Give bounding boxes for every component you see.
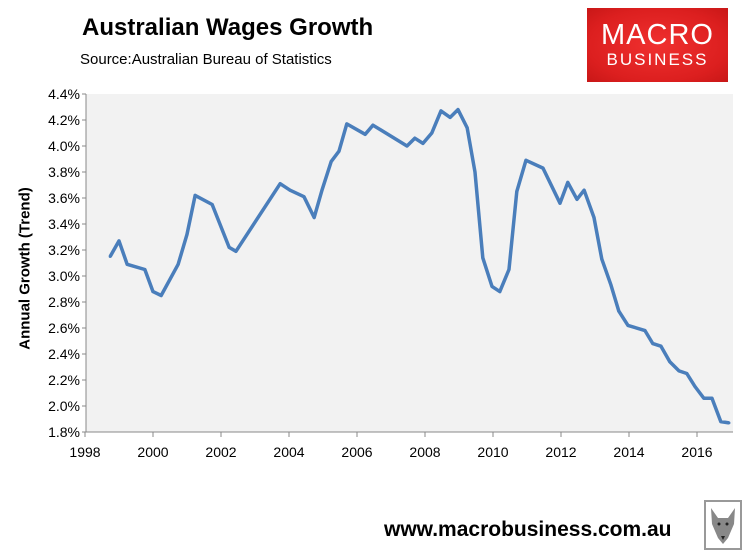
data-point [575, 197, 579, 201]
data-point [125, 262, 129, 266]
data-point [710, 396, 714, 400]
data-point [465, 126, 469, 130]
data-point [302, 195, 306, 199]
data-point [320, 188, 324, 192]
y-tick-label: 2.6% [48, 320, 80, 336]
data-point [659, 344, 663, 348]
data-point [677, 369, 681, 373]
x-tick-label: 2008 [409, 444, 440, 460]
data-point [727, 421, 731, 425]
x-tick-label: 2000 [137, 444, 168, 460]
data-point [515, 190, 519, 193]
data-point [541, 166, 545, 170]
data-point [151, 290, 155, 294]
data-point [668, 360, 672, 364]
y-tick-label: 4.0% [48, 138, 80, 154]
data-point [693, 385, 697, 388]
data-point [312, 216, 316, 219]
data-point [524, 158, 528, 162]
data-point [278, 182, 282, 186]
data-point [719, 420, 723, 424]
data-point [507, 268, 511, 271]
data-point [582, 188, 586, 192]
chart-subtitle: Source:Australian Bureau of Statistics [80, 51, 332, 68]
data-series-line [108, 107, 730, 425]
plot-area [86, 94, 733, 432]
data-point [617, 309, 621, 313]
x-tick-label: 1998 [69, 444, 100, 460]
y-tick-label: 2.0% [48, 398, 80, 414]
data-point [185, 232, 189, 236]
y-tick-label: 3.0% [48, 268, 80, 284]
data-point [430, 131, 434, 135]
data-point [702, 396, 706, 400]
x-tick-label: 2010 [477, 444, 508, 460]
data-point [345, 122, 349, 126]
data-point [566, 180, 570, 184]
x-tick-label: 2006 [341, 444, 372, 460]
data-point [626, 323, 630, 327]
x-tick-label: 2002 [205, 444, 236, 460]
data-point [288, 188, 292, 192]
y-tick-label: 3.2% [48, 242, 80, 258]
x-tick-label: 2012 [545, 444, 576, 460]
data-point [490, 284, 494, 288]
y-tick-label: 2.8% [48, 294, 80, 310]
data-point [193, 193, 197, 197]
data-point [234, 249, 238, 253]
footer-url[interactable]: www.macrobusiness.com.au [384, 518, 672, 541]
chart-title: Australian Wages Growth [82, 14, 374, 41]
macrobusiness-logo: MACRO BUSINESS [587, 8, 728, 82]
x-tick-label: 2016 [681, 444, 712, 460]
data-point [363, 132, 367, 136]
data-point [473, 170, 477, 174]
data-point [600, 257, 604, 261]
y-tick-label: 4.4% [48, 86, 80, 102]
data-point [176, 262, 180, 266]
data-point [413, 136, 417, 140]
data-point [558, 201, 562, 205]
data-point [329, 160, 333, 164]
data-point [371, 123, 375, 127]
y-tick-label: 2.2% [48, 372, 80, 388]
data-point [117, 239, 121, 243]
data-point [108, 255, 112, 258]
logo-line1: MACRO [601, 19, 714, 51]
data-point [456, 108, 460, 112]
data-point [439, 109, 443, 113]
data-point [498, 290, 502, 294]
y-tick-label: 3.6% [48, 190, 80, 206]
data-point [143, 268, 147, 271]
y-tick-label: 1.8% [48, 424, 80, 440]
x-tick-label: 2014 [613, 444, 644, 460]
data-point [685, 372, 689, 375]
logo-line2: BUSINESS [606, 50, 709, 69]
data-point [481, 256, 485, 260]
data-point [609, 283, 613, 287]
data-point [592, 216, 596, 219]
data-point [159, 294, 163, 297]
data-point [337, 149, 341, 153]
data-point [421, 141, 425, 145]
data-point [405, 144, 409, 148]
data-point [448, 115, 452, 119]
data-point [651, 342, 655, 346]
y-tick-label: 3.4% [48, 216, 80, 232]
data-point [227, 245, 231, 249]
wolf-icon [704, 500, 742, 550]
y-tick-label: 2.4% [48, 346, 80, 362]
x-tick-label: 2004 [273, 444, 304, 460]
data-point [643, 329, 647, 333]
data-point [210, 203, 214, 206]
y-tick-label: 4.2% [48, 112, 80, 128]
y-tick-label: 3.8% [48, 164, 80, 180]
